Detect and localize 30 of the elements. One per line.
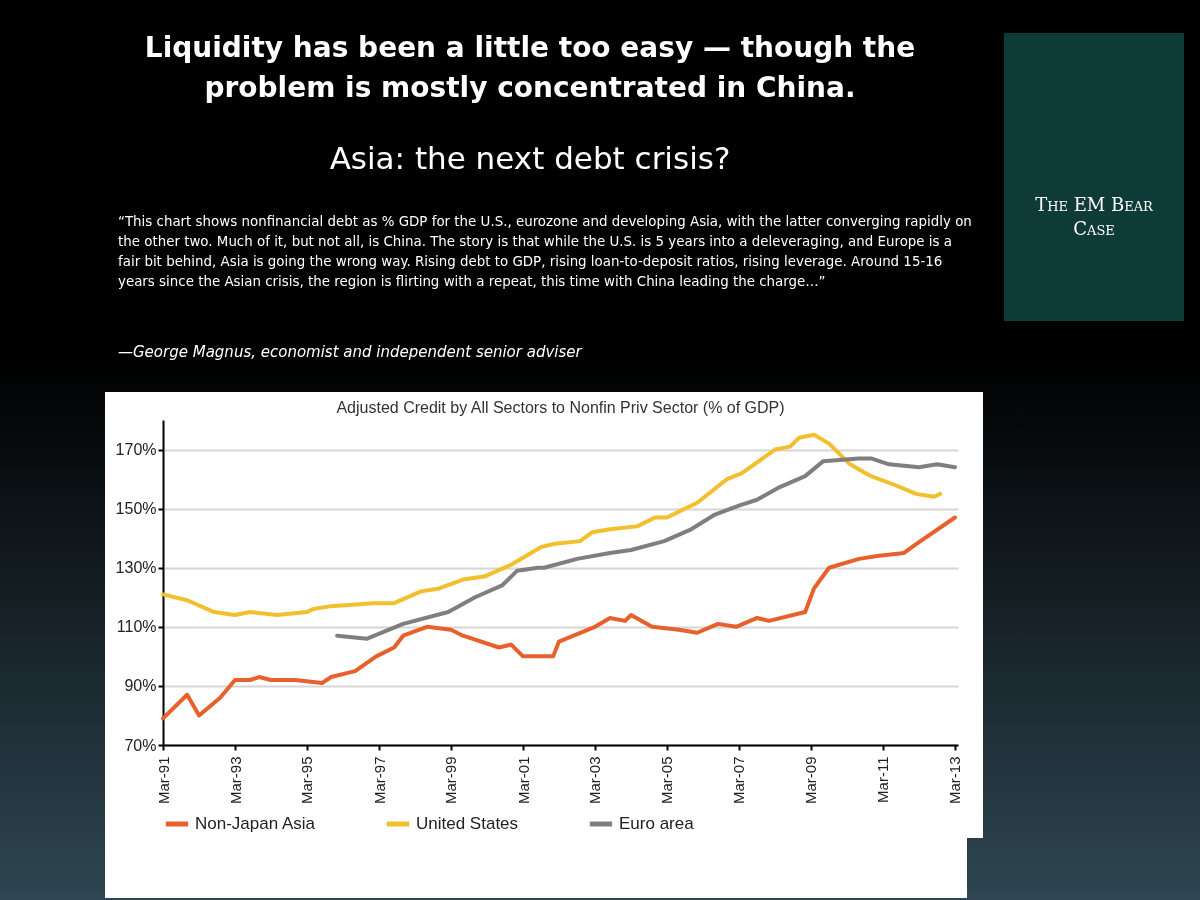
x-tick-label: Mar-93 [226, 756, 244, 805]
x-tick-label: Mar-13 [946, 756, 964, 805]
x-tick-label: Mar-07 [730, 756, 748, 805]
y-tick-label: 70% [124, 736, 157, 754]
text: The EM Bear Case [1034, 193, 1154, 241]
x-tick-label: Mar-09 [802, 756, 820, 805]
y-tick-label: 130% [115, 559, 157, 577]
legend-label: Non-Japan Asia [195, 814, 316, 833]
y-tick-label: 150% [115, 500, 157, 518]
line-series [161, 432, 943, 617]
text: Adjusted Credit by All Sectors to Nonfin Priv Sector (% of GDP) [336, 399, 785, 416]
chart-title: Liquidity has been a little too easy — though the problem is mostly concentrated in China. [143, 30, 917, 106]
line-series [335, 456, 957, 641]
chart-subtitle: Asia: the next debt crisis? [328, 140, 732, 176]
x-tick-label: Mar-03 [586, 756, 604, 805]
y-tick-label: 90% [124, 677, 157, 695]
y-tick-label: 110% [116, 618, 157, 636]
text: —George Magnus, economist and independent senior adviser [118, 343, 582, 361]
x-tick-label: Mar-91 [154, 756, 172, 805]
x-tick-label: Mar-95 [298, 756, 316, 805]
x-tick-label: Mar-11 [874, 756, 892, 803]
text: “This chart shows nonfinancial debt as % GDP for the U.S., eurozone and developing Asia, with the latter converging rapidly on the other two. Much of it, but not all, is China. The story is that while the U.S. is 5 years into a deleveraging, and Europe is a fair bit behind, Asia is going the wrong way. Rising debt to GDP, rising loan-to-deposit ratios, rising leverage. Around 15-16 years since the Asian crisis, the region is flirting with a repeat, this time with China leading the charge…” [118, 213, 973, 291]
line-series [161, 515, 957, 721]
x-tick-label: Mar-97 [370, 756, 388, 805]
x-tick-label: Mar-01 [514, 756, 532, 805]
y-tick-label: 170% [115, 441, 157, 459]
legend-label: Euro area [619, 814, 695, 833]
x-tick-label: Mar-99 [442, 756, 460, 805]
legend-label: United States [416, 814, 519, 833]
x-tick-label: Mar-05 [658, 756, 676, 805]
